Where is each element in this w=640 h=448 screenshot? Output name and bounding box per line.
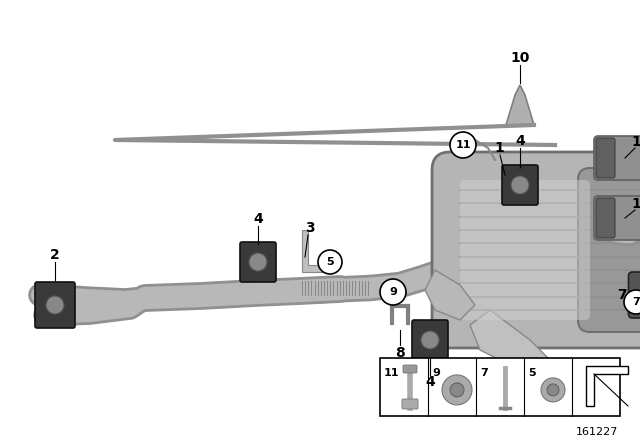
Circle shape bbox=[450, 132, 476, 158]
Text: 3: 3 bbox=[305, 221, 315, 235]
Text: 4: 4 bbox=[253, 212, 263, 226]
Text: 9: 9 bbox=[389, 287, 397, 297]
Text: 8: 8 bbox=[395, 346, 405, 360]
Circle shape bbox=[318, 250, 342, 274]
Text: 11: 11 bbox=[455, 140, 471, 150]
Ellipse shape bbox=[453, 173, 640, 343]
Text: 11: 11 bbox=[384, 368, 399, 378]
FancyBboxPatch shape bbox=[460, 180, 590, 320]
FancyBboxPatch shape bbox=[596, 138, 615, 178]
FancyBboxPatch shape bbox=[35, 282, 75, 328]
Circle shape bbox=[608, 200, 628, 220]
Circle shape bbox=[421, 331, 439, 349]
FancyBboxPatch shape bbox=[240, 242, 276, 282]
Circle shape bbox=[541, 378, 565, 402]
FancyBboxPatch shape bbox=[596, 198, 615, 238]
Text: 5: 5 bbox=[326, 257, 334, 267]
Polygon shape bbox=[506, 85, 534, 125]
Circle shape bbox=[249, 253, 267, 271]
Text: 4: 4 bbox=[425, 375, 435, 389]
FancyBboxPatch shape bbox=[594, 136, 640, 180]
FancyBboxPatch shape bbox=[403, 365, 417, 373]
FancyBboxPatch shape bbox=[594, 196, 640, 240]
FancyBboxPatch shape bbox=[412, 320, 448, 360]
Text: 1: 1 bbox=[494, 141, 504, 155]
Text: 7: 7 bbox=[632, 297, 640, 307]
Text: 10: 10 bbox=[510, 51, 530, 65]
Text: 4: 4 bbox=[515, 134, 525, 148]
Circle shape bbox=[380, 279, 406, 305]
Text: 13: 13 bbox=[631, 135, 640, 149]
Polygon shape bbox=[302, 230, 332, 272]
Polygon shape bbox=[470, 310, 550, 370]
FancyBboxPatch shape bbox=[578, 168, 640, 332]
Text: 9: 9 bbox=[432, 368, 440, 378]
Circle shape bbox=[450, 383, 464, 397]
Text: 5: 5 bbox=[528, 368, 536, 378]
FancyBboxPatch shape bbox=[380, 358, 620, 416]
FancyBboxPatch shape bbox=[402, 399, 418, 409]
Polygon shape bbox=[425, 270, 475, 320]
FancyBboxPatch shape bbox=[628, 272, 640, 318]
FancyBboxPatch shape bbox=[502, 165, 538, 205]
Circle shape bbox=[46, 296, 64, 314]
FancyBboxPatch shape bbox=[432, 152, 640, 348]
Circle shape bbox=[511, 176, 529, 194]
Circle shape bbox=[442, 375, 472, 405]
Polygon shape bbox=[586, 366, 628, 406]
Text: 7: 7 bbox=[480, 368, 488, 378]
Text: 2: 2 bbox=[50, 248, 60, 262]
Text: 12: 12 bbox=[631, 197, 640, 211]
Text: 7: 7 bbox=[617, 288, 627, 302]
Circle shape bbox=[624, 290, 640, 314]
Circle shape bbox=[547, 384, 559, 396]
Text: 161227: 161227 bbox=[575, 427, 618, 437]
